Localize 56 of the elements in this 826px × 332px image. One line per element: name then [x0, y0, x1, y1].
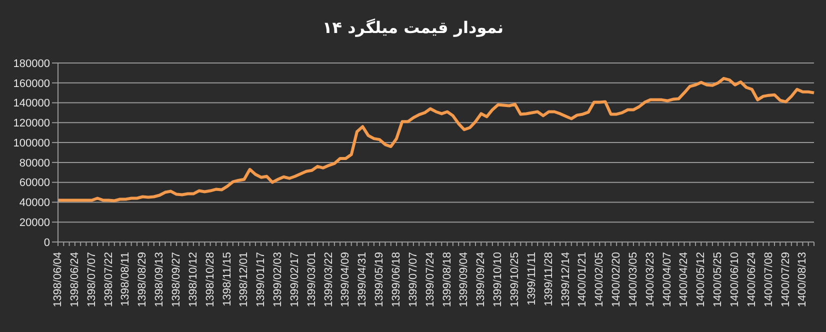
x-tick-label: 1399/07/07: [407, 252, 420, 308]
x-tick-label: 1398/09/27: [170, 252, 182, 308]
x-tick-label: 1398/11/15: [221, 252, 234, 306]
x-tick-label: 1399/01/17: [255, 252, 268, 308]
x-tick-label: 1400/07/29: [780, 252, 792, 308]
x-tick-label: 1399/03/22: [322, 252, 335, 308]
x-tick-label: 1399/06/18: [390, 252, 403, 308]
x-tick-label: 1399/10/10: [492, 252, 504, 308]
x-tick-label: 1400/08/13: [796, 252, 809, 308]
x-tick-label: 1398/07/22: [102, 252, 115, 308]
x-tick-label: 1398/06/04: [52, 252, 64, 308]
y-tick-label: 120000: [13, 118, 50, 130]
x-tick-label: 1400/02/05: [594, 252, 606, 308]
x-tick-label: 1399/08/18: [441, 252, 454, 308]
x-tick-label: 1400/04/07: [661, 252, 674, 308]
x-tick-label: 1400/07/08: [762, 252, 775, 308]
y-tick-label: 40000: [19, 197, 50, 210]
x-tick-label: 1399/09/04: [458, 252, 470, 308]
x-tick-label: 1398/07/07: [86, 252, 98, 308]
x-tick-label: 1398/08/11: [120, 252, 132, 306]
y-tick-label: 160000: [13, 78, 50, 90]
x-tick-label: 1398/06/24: [68, 252, 81, 308]
x-tick-label: 1398/08/29: [136, 252, 149, 308]
x-tick-label: 1398/10/28: [204, 252, 216, 308]
x-tick-label: 1398/09/13: [154, 252, 166, 308]
x-tick-label: 1399/12/14: [560, 252, 572, 308]
x-tick-label: 1399/09/24: [475, 252, 488, 308]
x-tick-label: 1399/02/17: [288, 252, 301, 308]
x-tick-label: 1399/02/03: [272, 252, 284, 308]
x-tick-label: 1399/11/11: [526, 252, 538, 306]
x-tick-label: 1400/03/05: [627, 252, 640, 308]
chart-title: نمودار قیمت میلگرد ۱۴: [321, 18, 505, 37]
x-tick-label: 1399/11/28: [542, 252, 555, 306]
y-tick-label: 180000: [13, 58, 50, 70]
x-tick-label: 1400/06/10: [729, 252, 742, 308]
x-tick-label: 1400/05/12: [695, 252, 708, 308]
x-tick-label: 1400/06/24: [746, 252, 758, 308]
x-tick-label: 1400/04/24: [678, 252, 690, 308]
x-tick-label: 1400/05/25: [712, 252, 724, 308]
y-tick-label: 80000: [19, 157, 50, 170]
x-tick-label: 1400/02/20: [610, 252, 623, 308]
y-tick-label: 20000: [19, 217, 50, 230]
y-tick-label: 60000: [19, 177, 50, 190]
x-tick-label: 1398/10/12: [187, 252, 200, 308]
x-tick-label: 1400/03/23: [644, 252, 656, 308]
x-tick-label: 1399/05/19: [374, 252, 386, 308]
x-tick-label: 1399/07/24: [424, 252, 436, 308]
y-tick-label: 140000: [13, 98, 50, 110]
x-tick-label: 1399/10/25: [508, 252, 521, 308]
y-tick-label: 100000: [13, 137, 50, 150]
x-tick-label: 1399/04/31: [356, 252, 369, 308]
x-tick-label: 1399/04/09: [340, 252, 352, 308]
x-tick-label: 1398/12/01: [238, 252, 250, 308]
x-tick-label: 1400/01/21: [576, 252, 589, 308]
y-tick-label: 0: [44, 236, 50, 249]
x-tick-label: 1399/03/01: [306, 252, 318, 308]
